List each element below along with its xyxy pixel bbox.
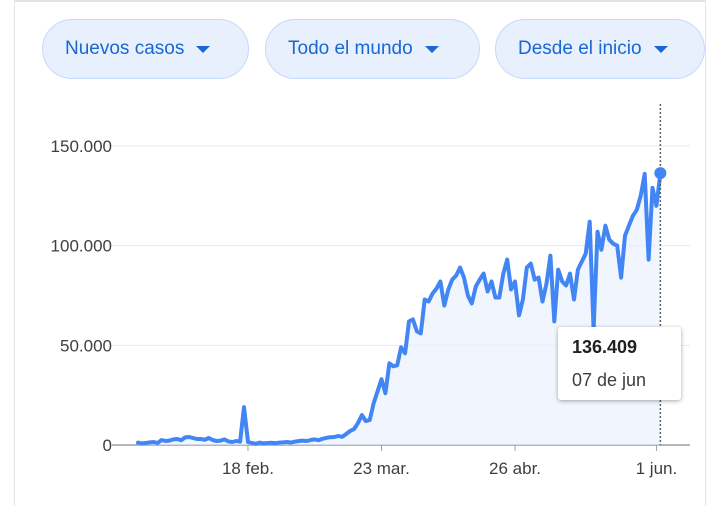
filter-bar: Nuevos casos Todo el mundo Desde el inic… xyxy=(0,19,720,81)
x-axis-labels: 18 feb. 23 mar. 26 abr. 1 jun. xyxy=(222,445,677,478)
region-dropdown-label: Todo el mundo xyxy=(288,38,413,59)
range-dropdown-label: Desde el inicio xyxy=(518,38,642,59)
x-tick-label: 23 mar. xyxy=(353,459,410,478)
chart-card xyxy=(14,0,706,506)
tooltip: 136.409 07 de jun xyxy=(558,327,681,400)
y-tick-label: 50.000 xyxy=(60,336,112,355)
tooltip-value: 136.409 xyxy=(572,337,638,357)
highlight-point[interactable] xyxy=(654,167,667,180)
tooltip-date: 07 de jun xyxy=(572,370,647,390)
metric-dropdown[interactable]: Nuevos casos xyxy=(42,19,249,79)
region-dropdown[interactable]: Todo el mundo xyxy=(265,19,480,79)
y-axis-labels: 0 50.000 100.000 150.000 xyxy=(51,137,112,455)
cases-line xyxy=(136,171,663,446)
x-tick-label: 26 abr. xyxy=(489,459,541,478)
x-tick-label: 1 jun. xyxy=(636,459,678,478)
cases-area xyxy=(138,173,661,445)
range-dropdown[interactable]: Desde el inicio xyxy=(495,19,705,79)
y-tick-label: 150.000 xyxy=(51,137,112,156)
metric-dropdown-label: Nuevos casos xyxy=(65,38,185,59)
dropdown-arrow-icon xyxy=(653,45,668,53)
y-tick-label: 100.000 xyxy=(51,237,112,256)
dropdown-arrow-icon xyxy=(196,45,211,53)
x-tick-label: 18 feb. xyxy=(222,459,274,478)
dropdown-arrow-icon xyxy=(424,45,439,53)
y-tick-label: 0 xyxy=(103,436,112,455)
